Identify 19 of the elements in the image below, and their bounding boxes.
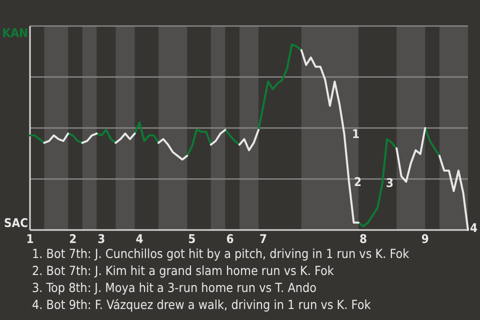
text: KAN: [2, 26, 28, 40]
text: SAC: [4, 216, 28, 230]
text: 3. Top 8th: J. Moya hit a 3-run home run vs T. Ando: [32, 280, 317, 295]
annotation: 2: [354, 175, 362, 189]
text: 2. Bot 7th: J. Kim hit a grand slam home run vs K. Fok: [32, 263, 334, 278]
text: 4: [470, 221, 478, 235]
x-tick-label: 4: [136, 232, 144, 246]
x-tick-label: 9: [421, 232, 429, 246]
x-tick-label: 7: [260, 232, 268, 246]
x-tick-label: 3: [98, 232, 106, 246]
text: 1. Bot 7th: J. Cunchillos got hit by a pitch, driving in 1 run vs K. Fok: [32, 246, 410, 261]
annotation: 3: [386, 176, 394, 190]
x-tick-label: 1: [26, 232, 34, 246]
x-tick-label: 8: [360, 232, 368, 246]
x-tick-label: 6: [226, 232, 234, 246]
x-tick-label: 2: [69, 232, 77, 246]
text: 4. Bot 9th: F. Vázquez drew a walk, driving in 1 run vs K. Fok: [32, 297, 372, 312]
annotation: 1: [352, 127, 360, 141]
x-tick-label: 5: [188, 232, 196, 246]
